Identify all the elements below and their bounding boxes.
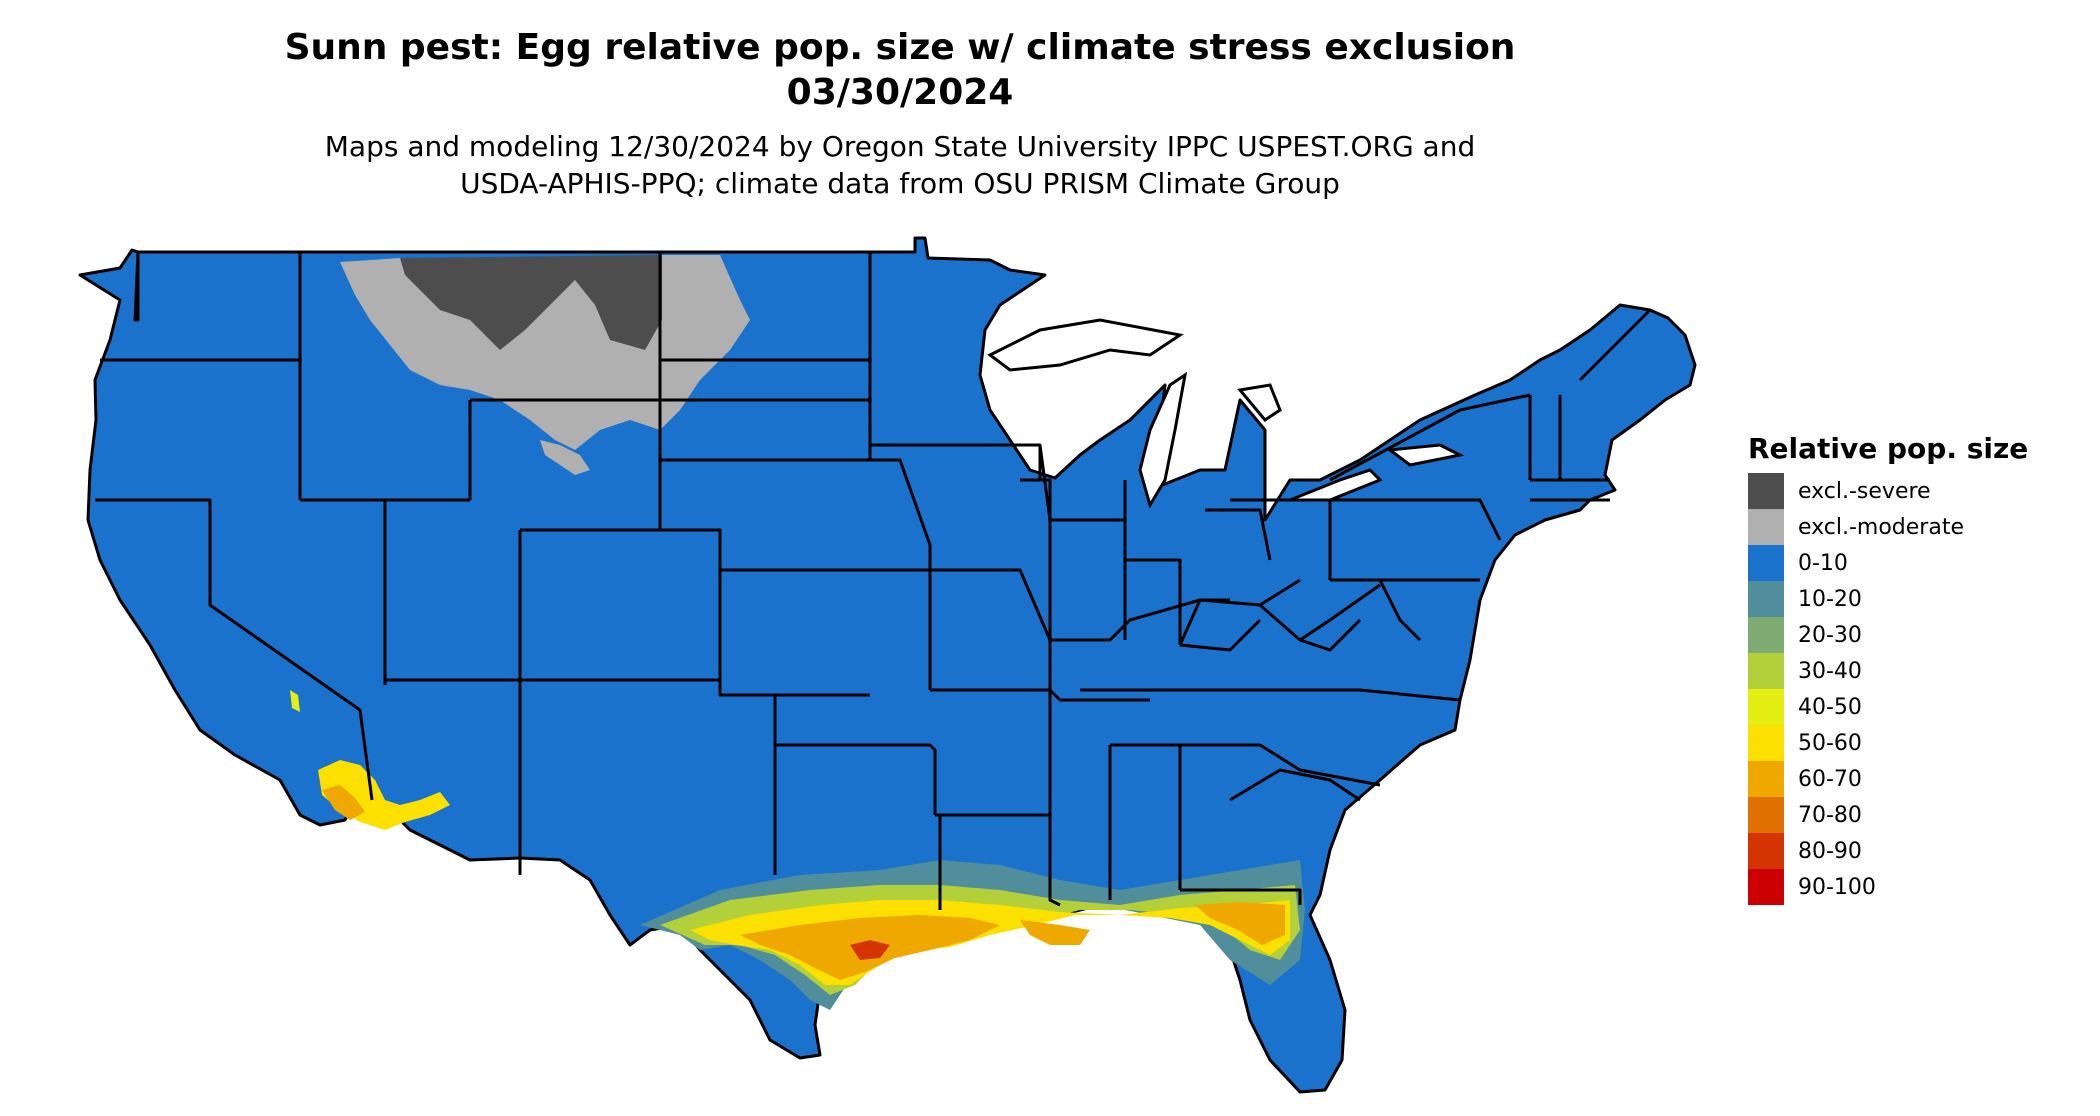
great-lakes bbox=[987, 318, 1465, 509]
legend-item: 0-10 bbox=[1748, 545, 2028, 581]
legend-item: 30-40 bbox=[1748, 653, 2028, 689]
legend-label: 80-90 bbox=[1798, 838, 1862, 864]
legend: Relative pop. size excl.-severe excl.-mod… bbox=[1748, 432, 2028, 905]
legend-swatch bbox=[1748, 725, 1784, 761]
legend-item: 90-100 bbox=[1748, 869, 2028, 905]
us-landmass bbox=[78, 236, 1697, 1094]
legend-swatch bbox=[1748, 617, 1784, 653]
legend-swatch bbox=[1748, 581, 1784, 617]
map-subtitle-line1: Maps and modeling 12/30/2024 by Oregon S… bbox=[324, 130, 1476, 163]
conus-fill bbox=[78, 236, 1697, 1094]
legend-label: 60-70 bbox=[1798, 766, 1862, 792]
legend-swatch bbox=[1748, 869, 1784, 905]
legend-item: 50-60 bbox=[1748, 725, 2028, 761]
legend-swatch bbox=[1748, 761, 1784, 797]
legend-label: 50-60 bbox=[1798, 730, 1862, 756]
legend-label: 20-30 bbox=[1798, 622, 1862, 648]
legend-label: 90-100 bbox=[1798, 874, 1876, 900]
legend-label: 10-20 bbox=[1798, 586, 1862, 612]
california-suitability-patch bbox=[290, 690, 450, 830]
legend-item: 40-50 bbox=[1748, 689, 2028, 725]
legend-item: 10-20 bbox=[1748, 581, 2028, 617]
legend-item: 60-70 bbox=[1748, 761, 2028, 797]
legend-swatch bbox=[1748, 689, 1784, 725]
legend-swatch bbox=[1748, 833, 1784, 869]
legend-item: 80-90 bbox=[1748, 833, 2028, 869]
legend-item: excl.-severe bbox=[1748, 473, 2028, 509]
legend-label: 70-80 bbox=[1798, 802, 1862, 828]
map-title: Sunn pest: Egg relative pop. size w/ cli… bbox=[284, 27, 1516, 68]
state-borders bbox=[95, 252, 1652, 910]
legend-items: excl.-severe excl.-moderate 0-10 10-20 20-30… bbox=[1748, 473, 2028, 905]
map-date: 03/30/2024 bbox=[786, 72, 1014, 113]
legend-title: Relative pop. size bbox=[1748, 432, 2029, 465]
legend-label: 0-10 bbox=[1798, 550, 1848, 576]
gulf-suitability-band bbox=[640, 860, 1305, 1010]
legend-item: 20-30 bbox=[1748, 617, 2028, 653]
legend-swatch bbox=[1748, 545, 1784, 581]
legend-item: 70-80 bbox=[1748, 797, 2028, 833]
legend-label: excl.-severe bbox=[1798, 478, 1931, 504]
legend-swatch bbox=[1748, 509, 1784, 545]
legend-label: 30-40 bbox=[1798, 658, 1862, 684]
legend-label: 40-50 bbox=[1798, 694, 1862, 720]
legend-label: excl.-moderate bbox=[1798, 514, 1964, 540]
legend-swatch bbox=[1748, 653, 1784, 689]
map-subtitle-line2: USDA-APHIS-PPQ; climate data from OSU PR… bbox=[460, 167, 1340, 200]
legend-item: excl.-moderate bbox=[1748, 509, 2028, 545]
legend-swatch bbox=[1748, 473, 1784, 509]
legend-swatch bbox=[1748, 797, 1784, 833]
